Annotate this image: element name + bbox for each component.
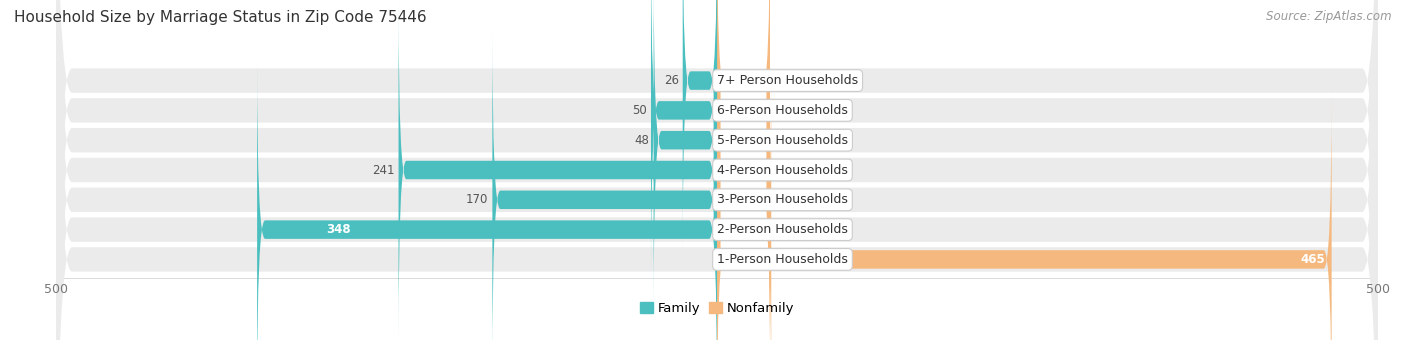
Text: 4-Person Households: 4-Person Households bbox=[717, 164, 848, 176]
FancyBboxPatch shape bbox=[56, 0, 1378, 340]
FancyBboxPatch shape bbox=[56, 0, 1378, 340]
FancyBboxPatch shape bbox=[717, 0, 770, 310]
Text: 50: 50 bbox=[633, 104, 647, 117]
FancyBboxPatch shape bbox=[717, 30, 770, 340]
Text: 3-Person Households: 3-Person Households bbox=[717, 193, 848, 206]
Text: Source: ZipAtlas.com: Source: ZipAtlas.com bbox=[1267, 10, 1392, 23]
FancyBboxPatch shape bbox=[492, 30, 717, 340]
Text: 5-Person Households: 5-Person Households bbox=[717, 134, 848, 147]
FancyBboxPatch shape bbox=[56, 0, 1378, 340]
Text: 2-Person Households: 2-Person Households bbox=[717, 223, 848, 236]
FancyBboxPatch shape bbox=[56, 0, 1378, 340]
FancyBboxPatch shape bbox=[717, 0, 770, 280]
Text: 6-Person Households: 6-Person Households bbox=[717, 104, 848, 117]
Text: 48: 48 bbox=[634, 134, 650, 147]
FancyBboxPatch shape bbox=[56, 0, 1378, 340]
FancyBboxPatch shape bbox=[683, 0, 717, 250]
Text: 0: 0 bbox=[773, 74, 782, 87]
Text: 0: 0 bbox=[773, 104, 782, 117]
Text: 0: 0 bbox=[773, 134, 782, 147]
Text: 465: 465 bbox=[1301, 253, 1324, 266]
FancyBboxPatch shape bbox=[717, 90, 1331, 340]
FancyBboxPatch shape bbox=[257, 60, 717, 340]
Text: 170: 170 bbox=[465, 193, 488, 206]
Text: 1-Person Households: 1-Person Households bbox=[717, 253, 848, 266]
FancyBboxPatch shape bbox=[717, 60, 772, 340]
Text: 26: 26 bbox=[664, 74, 679, 87]
FancyBboxPatch shape bbox=[654, 0, 717, 310]
Legend: Family, Nonfamily: Family, Nonfamily bbox=[634, 296, 800, 320]
FancyBboxPatch shape bbox=[651, 0, 717, 280]
FancyBboxPatch shape bbox=[717, 0, 770, 250]
Text: 41: 41 bbox=[775, 223, 790, 236]
FancyBboxPatch shape bbox=[56, 0, 1378, 340]
FancyBboxPatch shape bbox=[398, 0, 717, 340]
Text: 0: 0 bbox=[773, 193, 782, 206]
Text: 7+ Person Households: 7+ Person Households bbox=[717, 74, 858, 87]
Text: Household Size by Marriage Status in Zip Code 75446: Household Size by Marriage Status in Zip… bbox=[14, 10, 426, 25]
Text: 241: 241 bbox=[373, 164, 395, 176]
FancyBboxPatch shape bbox=[56, 0, 1378, 340]
FancyBboxPatch shape bbox=[717, 0, 770, 340]
Text: 0: 0 bbox=[773, 164, 782, 176]
Text: 348: 348 bbox=[326, 223, 350, 236]
